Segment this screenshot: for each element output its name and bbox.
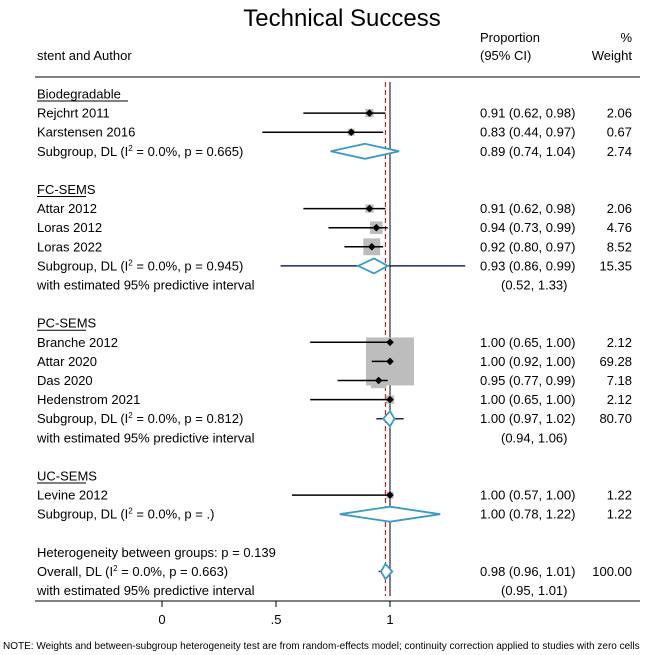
study-ci-text: 0.92 (0.80, 0.97)	[480, 239, 575, 254]
overall-ci-text: 0.98 (0.96, 1.01)	[480, 564, 575, 579]
study-weight-text: 7.18	[607, 373, 632, 388]
study-ci-text: 0.83 (0.44, 0.97)	[480, 125, 575, 140]
study-label: Karstensen 2016	[37, 125, 135, 140]
point-estimate	[386, 491, 394, 499]
study-ci-text: 1.00 (0.57, 1.00)	[480, 488, 575, 503]
predictive-interval-label: with estimated 95% predictive interval	[36, 583, 255, 598]
header-ci: (95% CI)	[480, 48, 531, 63]
study-weight-text: 2.06	[607, 201, 632, 216]
subgroup-label: Subgroup, DL (I2 = 0.0%, p = 0.812)	[37, 411, 243, 426]
study-ci-text: 0.91 (0.62, 0.98)	[480, 106, 575, 121]
subgroup-weight-text: 2.74	[607, 144, 632, 159]
study-weight-text: 1.22	[607, 488, 632, 503]
header-study: stent and Author	[37, 48, 132, 63]
x-tick-label: 0	[158, 612, 165, 627]
study-ci-text: 0.91 (0.62, 0.98)	[480, 201, 575, 216]
estimate-marks	[262, 109, 466, 581]
study-weight-text: 0.67	[607, 125, 632, 140]
weight-boxes	[347, 108, 414, 499]
overall-weight-text: 100.00	[592, 564, 632, 579]
point-estimate	[365, 204, 374, 213]
group-label: Biodegradable	[37, 87, 121, 102]
point-estimate	[386, 357, 394, 366]
header-weight: Weight	[592, 48, 633, 63]
study-ci-text: 0.95 (0.77, 0.99)	[480, 373, 575, 388]
study-label: Branche 2012	[37, 335, 118, 350]
predictive-interval-label: with estimated 95% predictive interval	[36, 430, 255, 445]
group-label: FC-SEMS	[37, 182, 96, 197]
subgroup-label: Subgroup, DL (I2 = 0.0%, p = 0.665)	[37, 144, 243, 159]
study-weight-text: 69.28	[599, 354, 632, 369]
subgroup-weight-text: 1.22	[607, 507, 632, 522]
point-estimate	[347, 128, 356, 136]
study-label: Loras 2022	[37, 239, 102, 254]
study-label: Attar 2020	[37, 354, 97, 369]
study-weight-text: 8.52	[607, 239, 632, 254]
predictive-interval-text: (0.94, 1.06)	[501, 430, 568, 445]
heterogeneity-text: Heterogeneity between groups: p = 0.139	[37, 545, 276, 560]
study-ci-text: 0.94 (0.73, 0.99)	[480, 220, 575, 235]
group-label: UC-SEMS	[37, 469, 97, 484]
study-label: Loras 2012	[37, 220, 102, 235]
study-label: Hedenstrom 2021	[37, 392, 140, 407]
study-label: Das 2020	[37, 373, 93, 388]
subgroup-diamond	[355, 257, 390, 275]
subgroup-ci-text: 0.93 (0.86, 0.99)	[480, 258, 575, 273]
subgroup-diamond	[381, 409, 396, 428]
study-weight-text: 2.12	[607, 392, 632, 407]
group-label: PC-SEMS	[37, 316, 97, 331]
x-tick-label: .5	[271, 612, 282, 627]
study-label: Levine 2012	[37, 488, 108, 503]
header-weight-symbol: %	[620, 30, 632, 45]
chart-title: Technical Success	[243, 5, 440, 32]
point-estimate	[372, 223, 381, 232]
study-ci-text: 1.00 (0.65, 1.00)	[480, 335, 575, 350]
study-weight-text: 2.12	[607, 335, 632, 350]
point-estimate	[365, 109, 374, 117]
plot-area: Biodegradable Rejchrt 2011 0.91 (0.62, 0.9…	[36, 82, 632, 598]
point-estimate	[386, 395, 394, 404]
subgroup-ci-text: 0.89 (0.74, 1.04)	[480, 144, 575, 159]
header-proportion: Proportion	[480, 30, 540, 45]
study-ci-text: 1.00 (0.92, 1.00)	[480, 354, 575, 369]
study-label: Attar 2012	[37, 201, 97, 216]
study-ci-text: 1.00 (0.65, 1.00)	[480, 392, 575, 407]
overall-diamond	[379, 562, 394, 581]
predictive-interval-text: (0.52, 1.33)	[501, 278, 568, 293]
study-weight-text: 4.76	[607, 220, 632, 235]
subgroup-diamond	[330, 142, 400, 160]
footnote: NOTE: Weights and between-subgroup heter…	[3, 641, 640, 652]
point-estimate	[374, 376, 383, 385]
subgroup-diamond	[339, 505, 441, 523]
subgroup-ci-text: 1.00 (0.78, 1.22)	[480, 507, 575, 522]
predictive-interval-text: (0.95, 1.01)	[501, 583, 568, 598]
predictive-interval-label: with estimated 95% predictive interval	[36, 278, 255, 293]
subgroup-label: Subgroup, DL (I2 = 0.0%, p = 0.945)	[37, 258, 243, 273]
study-weight-text: 2.06	[607, 106, 632, 121]
x-tick-label: 1	[386, 612, 393, 627]
subgroup-weight-text: 15.35	[599, 258, 632, 273]
point-estimate	[367, 243, 376, 251]
subgroup-ci-text: 1.00 (0.97, 1.02)	[480, 411, 575, 426]
x-axis: 0.5 1	[158, 601, 394, 627]
subgroup-label: Subgroup, DL (I2 = 0.0%, p = .)	[37, 507, 214, 522]
subgroup-weight-text: 80.70	[599, 411, 632, 426]
study-label: Rejchrt 2011	[37, 106, 110, 121]
point-estimate	[386, 338, 394, 347]
overall-label: Overall, DL (I2 = 0.0%, p = 0.663)	[37, 564, 228, 579]
